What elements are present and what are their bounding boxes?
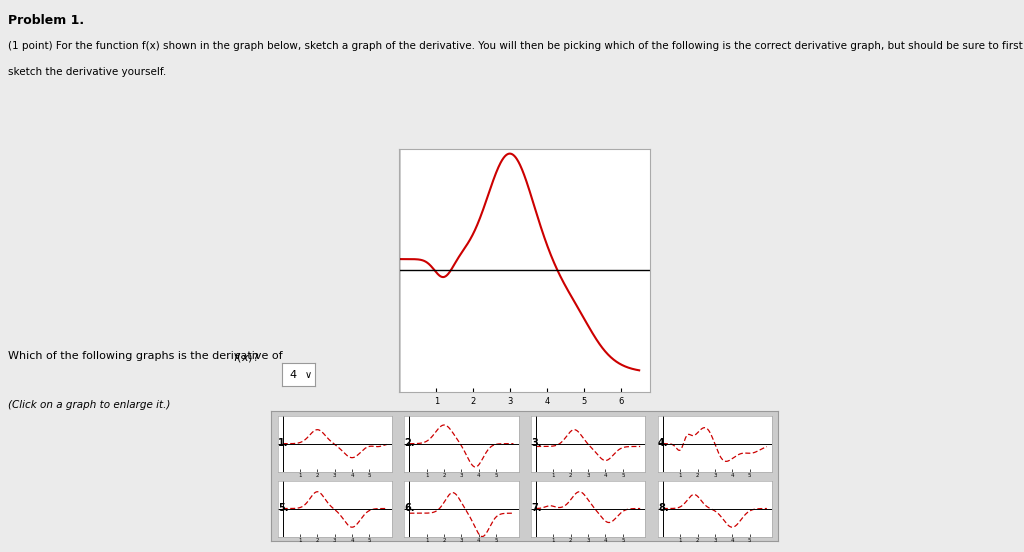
Text: $f(x)$?: $f(x)$? (233, 351, 264, 364)
Text: Problem 1.: Problem 1. (8, 14, 84, 27)
Text: 5.: 5. (278, 503, 289, 513)
Text: (1 point) For the function f(x) shown in the graph below, sketch a graph of the : (1 point) For the function f(x) shown in… (8, 41, 1023, 51)
Text: 1.: 1. (278, 438, 289, 448)
Text: 3.: 3. (531, 438, 542, 448)
Text: 4: 4 (290, 370, 297, 380)
Text: Which of the following graphs is the derivative of: Which of the following graphs is the der… (8, 351, 287, 360)
Text: 6.: 6. (404, 503, 415, 513)
Text: sketch the derivative yourself.: sketch the derivative yourself. (8, 67, 167, 77)
Text: (Click on a graph to enlarge it.): (Click on a graph to enlarge it.) (8, 400, 171, 410)
Text: 2.: 2. (404, 438, 415, 448)
Text: ∨: ∨ (304, 370, 311, 380)
Text: 7.: 7. (531, 503, 542, 513)
Text: 4.: 4. (658, 438, 669, 448)
Text: 8.: 8. (658, 503, 669, 513)
